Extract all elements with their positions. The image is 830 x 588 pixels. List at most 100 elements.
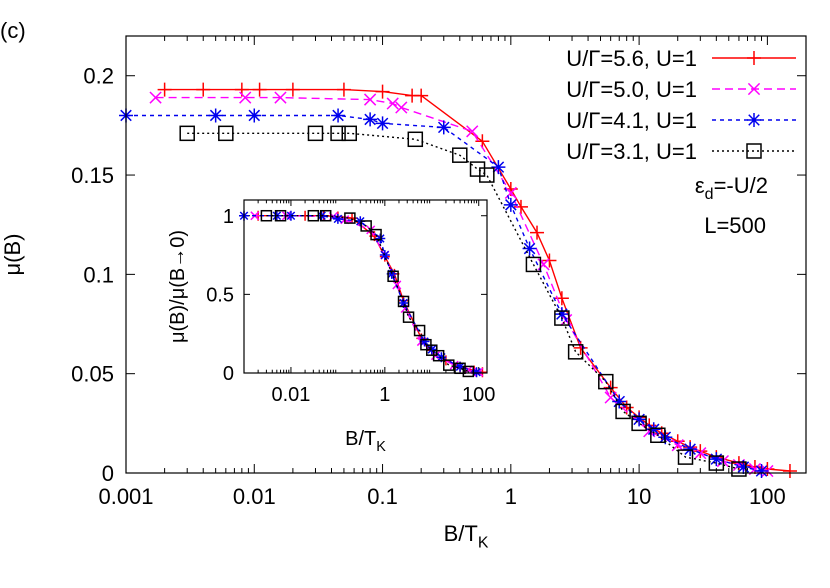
legend-item: U/Γ=3.1, U=1 xyxy=(566,139,796,164)
main-data-point xyxy=(542,253,557,268)
inset-data-point xyxy=(419,336,430,347)
main-y-tick-label: 0.05 xyxy=(71,362,114,387)
main-y-tick-label: 0 xyxy=(102,461,114,486)
main-data-point xyxy=(503,197,518,212)
main-data-point xyxy=(479,167,495,183)
inset-y-tick-label: 1 xyxy=(223,206,234,228)
inset-x-tick-label: 0.01 xyxy=(271,384,310,406)
main-data-point xyxy=(285,82,300,97)
main-data-point xyxy=(331,108,346,123)
main-data-point xyxy=(157,82,172,97)
main-data-point xyxy=(612,394,627,409)
main-data-point xyxy=(693,444,708,459)
main-y-tick-label: 0.1 xyxy=(83,262,114,287)
inset-data-point xyxy=(398,298,409,309)
main-data-point xyxy=(513,199,528,214)
main-data-point xyxy=(782,464,797,479)
main-data-point xyxy=(436,120,451,135)
legend-marker xyxy=(747,113,761,127)
legend-marker xyxy=(747,51,761,65)
main-data-point xyxy=(274,91,287,104)
main-data-point xyxy=(650,427,666,444)
main-data-point xyxy=(452,147,468,163)
legend-marker xyxy=(747,82,761,96)
main-data-point xyxy=(615,403,631,420)
inset-data-point xyxy=(387,270,399,283)
inset-data-point xyxy=(432,349,445,362)
main-series-4 xyxy=(179,125,747,477)
inset-y-axis-label: μ(B)/μ(B→0) xyxy=(167,230,189,343)
main-data-point xyxy=(709,452,724,467)
main-x-tick-label: 100 xyxy=(749,484,786,509)
main-data-point xyxy=(336,82,351,97)
main-data-point xyxy=(475,134,490,149)
main-data-point xyxy=(375,84,390,99)
annotation-energy-level: εd=-U/2 xyxy=(695,173,768,203)
inset-data-point xyxy=(274,209,287,222)
panel-label: (c) xyxy=(0,18,26,43)
inset-data-point xyxy=(455,361,466,372)
annotation-size: L=500 xyxy=(704,213,766,238)
main-data-point xyxy=(504,186,517,200)
inset-y-tick-label: 0.5 xyxy=(206,285,234,307)
main-data-point xyxy=(363,112,378,127)
inset-data-point xyxy=(443,359,455,371)
inset-data-point xyxy=(370,228,382,241)
inset-data-point xyxy=(462,365,475,378)
inset-data-point xyxy=(379,250,390,261)
main-data-point xyxy=(247,108,262,123)
main-data-point xyxy=(677,449,694,465)
main-data-point xyxy=(632,412,647,427)
inset-data-point xyxy=(402,311,415,323)
main-data-point xyxy=(469,161,486,177)
inset-data-point xyxy=(397,295,410,308)
main-data-point xyxy=(522,241,537,256)
main-x-tick-label: 10 xyxy=(627,484,651,509)
main-data-point xyxy=(731,461,747,477)
main-data-point xyxy=(341,125,357,142)
main-x-tick-label: 1 xyxy=(505,484,517,509)
inset-data-point xyxy=(344,212,356,224)
inset-frame xyxy=(243,199,488,374)
inset-data-point xyxy=(386,268,397,279)
inset-plot: 0.01 1 100 0 0.5 1 B/TK μ(B)/μ(B→0) xyxy=(167,199,495,455)
legend-label: U/Γ=5.6, U=1 xyxy=(566,46,697,71)
main-data-point xyxy=(491,160,506,175)
main-data-point xyxy=(631,415,647,432)
main-data-point xyxy=(708,455,725,471)
main-data-point xyxy=(218,125,234,142)
inset-data-point xyxy=(471,367,482,378)
main-data-point xyxy=(149,91,162,104)
main-data-point xyxy=(179,125,195,142)
inset-data-point xyxy=(360,220,372,232)
inset-data-point xyxy=(375,233,386,244)
legend: U/Γ=5.6, U=1 U/Γ=5.0, U=1 U/Γ=4.1, U=1 U/Γ=… xyxy=(566,46,796,164)
main-data-point xyxy=(671,439,684,452)
main-x-axis-label: B/TK xyxy=(444,521,489,552)
main-y-tick-label: 0.2 xyxy=(83,64,114,89)
inset-data-point xyxy=(436,352,447,363)
main-y-axis-label: μ(B) xyxy=(0,233,25,275)
main-data-point xyxy=(395,101,408,114)
legend-item: U/Γ=4.1, U=1 xyxy=(566,108,796,133)
main-data-point xyxy=(407,131,424,148)
main-data-point xyxy=(646,422,661,437)
main-data-point xyxy=(754,464,769,479)
main-frame xyxy=(125,35,807,474)
main-x-tick-label: 0.001 xyxy=(98,484,153,509)
main-data-point xyxy=(573,340,588,355)
main-data-point xyxy=(554,307,569,322)
inset-x-axis-label: B/TK xyxy=(345,428,386,455)
legend-label: U/Γ=3.1, U=1 xyxy=(566,139,697,164)
main-data-point xyxy=(554,310,570,326)
inset-data-point xyxy=(319,209,332,222)
inset-data-point xyxy=(260,209,273,222)
main-data-point xyxy=(736,460,751,475)
main-series-line xyxy=(155,96,768,472)
main-data-point xyxy=(196,82,211,97)
main-data-point xyxy=(375,116,390,131)
main-x-tick-label: 0.1 xyxy=(367,484,398,509)
inset-data-point xyxy=(413,324,426,337)
main-data-point xyxy=(598,373,614,390)
